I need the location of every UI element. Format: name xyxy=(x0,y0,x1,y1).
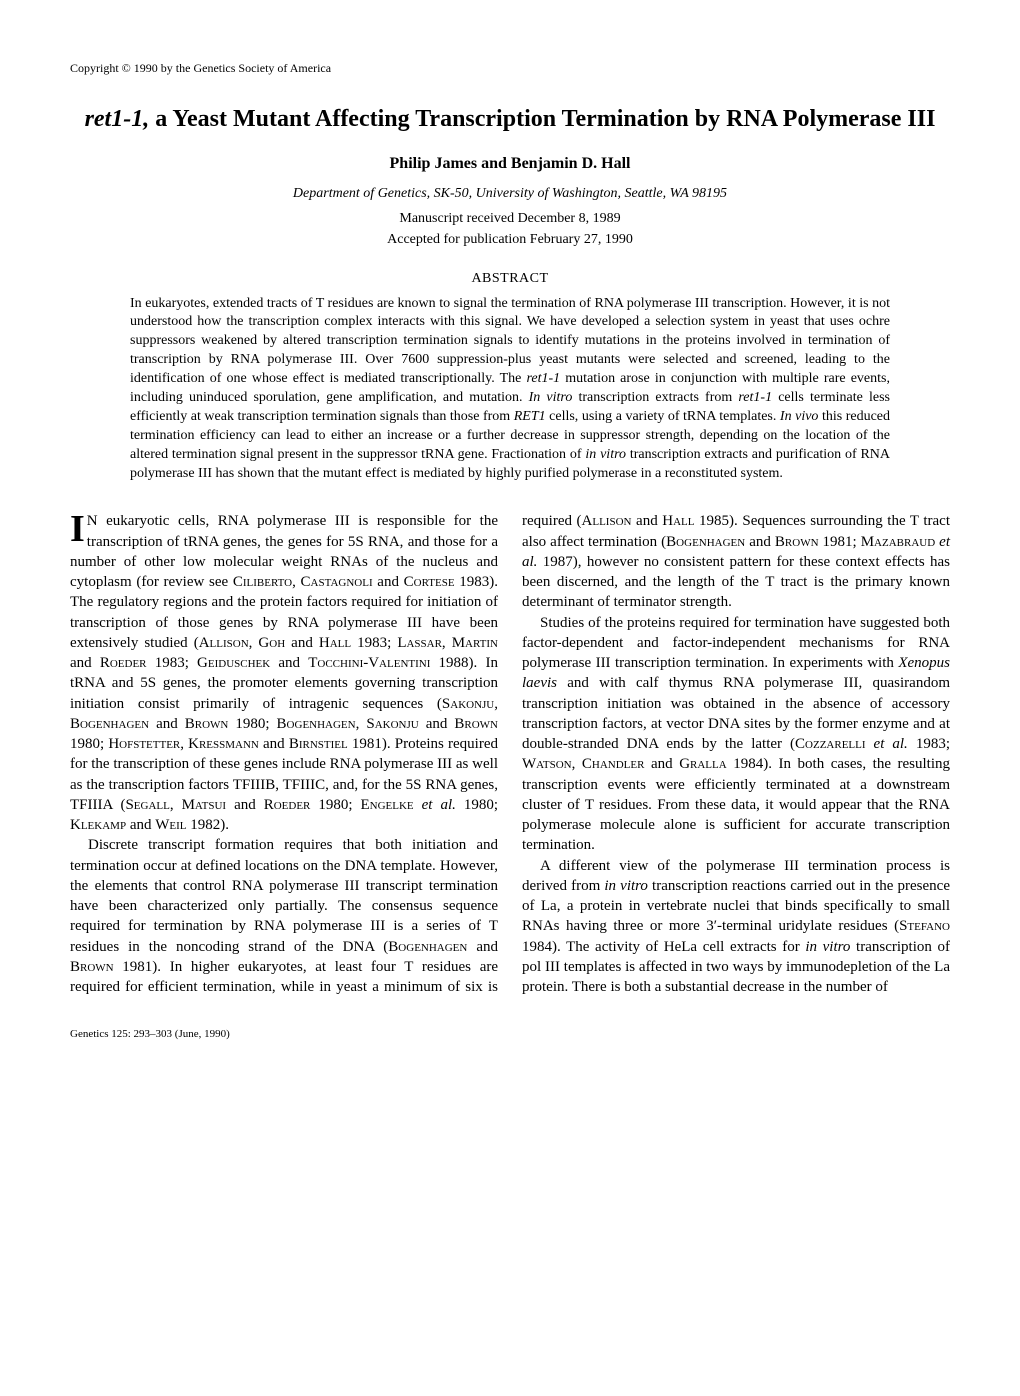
copyright-line: Copyright © 1990 by the Genetics Society… xyxy=(70,60,950,76)
ref-brown4: Brown xyxy=(775,534,819,550)
ref-bogenhagen3: Bogenhagen xyxy=(666,534,745,550)
ref-allison2: Allison xyxy=(582,513,632,529)
dropcap: I xyxy=(70,511,87,545)
p4c: 1983; xyxy=(908,736,950,752)
ref-segall: Segall, Matsui xyxy=(125,797,226,813)
p1g: 1980; xyxy=(70,736,108,752)
p2a: Discrete transcript formation requires t… xyxy=(70,837,498,954)
p1d: 1983; xyxy=(147,655,198,671)
p3c: 1981; xyxy=(819,534,861,550)
ref-geiduschek: Geiduschek xyxy=(197,655,270,671)
title-rest: a Yeast Mutant Affecting Transcription T… xyxy=(149,106,935,132)
ref-brown3: Brown xyxy=(70,959,114,975)
ref-engelke-etal: et al. xyxy=(422,797,456,813)
invitro1: in vitro xyxy=(604,878,648,894)
p1k: 1982). xyxy=(187,817,230,833)
ref-lassar: Lassar, Martin xyxy=(397,635,498,651)
p5c: 1984). The activity of HeLa cell extract… xyxy=(522,939,805,955)
ref-ciliberto: Ciliberto, Castagnoli xyxy=(233,574,373,590)
ref-brown1: Brown xyxy=(185,716,229,732)
ref-roeder: Roeder xyxy=(100,655,147,671)
manuscript-received: Manuscript received December 8, 1989 xyxy=(70,210,950,229)
body-columns: IN eukaryotic cells, RNA polymerase III … xyxy=(70,511,950,997)
ref-hofstetter: Hofstetter, Kressmann xyxy=(108,736,259,752)
paper-title: ret1-1, a Yeast Mutant Affecting Transcr… xyxy=(70,104,950,135)
ref-cozzarelli: Cozzarelli xyxy=(795,736,866,752)
ref-bogenhagen2: Bogenhagen xyxy=(388,939,467,955)
page-footer: Genetics 125: 293–303 (June, 1990) xyxy=(70,1027,950,1042)
ref-tocchini: Tocchini-Valentini xyxy=(308,655,430,671)
ref-hall2: Hall xyxy=(662,513,694,529)
ref-brown2: Brown xyxy=(454,716,498,732)
paragraph-1: IN eukaryotic cells, RNA polymerase III … xyxy=(70,511,498,835)
ref-mazabraud: Mazabraud xyxy=(861,534,935,550)
ref-bogenhagen: Bogenhagen, Sakonju xyxy=(277,716,419,732)
abstract-body: In eukaryotes, extended tracts of T resi… xyxy=(130,295,890,484)
affiliation: Department of Genetics, SK-50, Universit… xyxy=(70,185,950,204)
ref-allison: Allison, Goh xyxy=(199,635,285,651)
ref-roeder2: Roeder xyxy=(264,797,311,813)
ref-stefano: Stefano xyxy=(899,918,950,934)
authors: Philip James and Benjamin D. Hall xyxy=(70,153,950,175)
ref-klekamp: Klekamp xyxy=(70,817,126,833)
p1c: 1983; xyxy=(351,635,397,651)
ref-birnstiel: Birnstiel xyxy=(289,736,348,752)
ref-cortese: Cortese xyxy=(404,574,455,590)
title-italic: ret1-1, xyxy=(85,106,150,132)
p1j: 1980; xyxy=(456,797,498,813)
invitro2: in vitro xyxy=(805,939,850,955)
ref-cozzarelli-etal: et al. xyxy=(874,736,908,752)
ref-weil: Weil xyxy=(155,817,186,833)
ref-engelke: Engelke xyxy=(361,797,414,813)
p4a: Studies of the proteins required for ter… xyxy=(522,615,950,672)
paragraph-4: Studies of the proteins required for ter… xyxy=(522,613,950,856)
manuscript-accepted: Accepted for publication February 27, 19… xyxy=(70,231,950,250)
ref-watson: Watson, Chandler xyxy=(522,756,644,772)
abstract-heading: ABSTRACT xyxy=(70,270,950,289)
p3d: 1987), however no consistent pattern for… xyxy=(522,554,950,611)
ref-gralla: Gralla xyxy=(679,756,727,772)
ref-hall: Hall xyxy=(319,635,351,651)
paragraph-5: A different view of the polymerase III t… xyxy=(522,856,950,998)
p1i: 1980; xyxy=(310,797,360,813)
p1f: 1980; xyxy=(228,716,276,732)
